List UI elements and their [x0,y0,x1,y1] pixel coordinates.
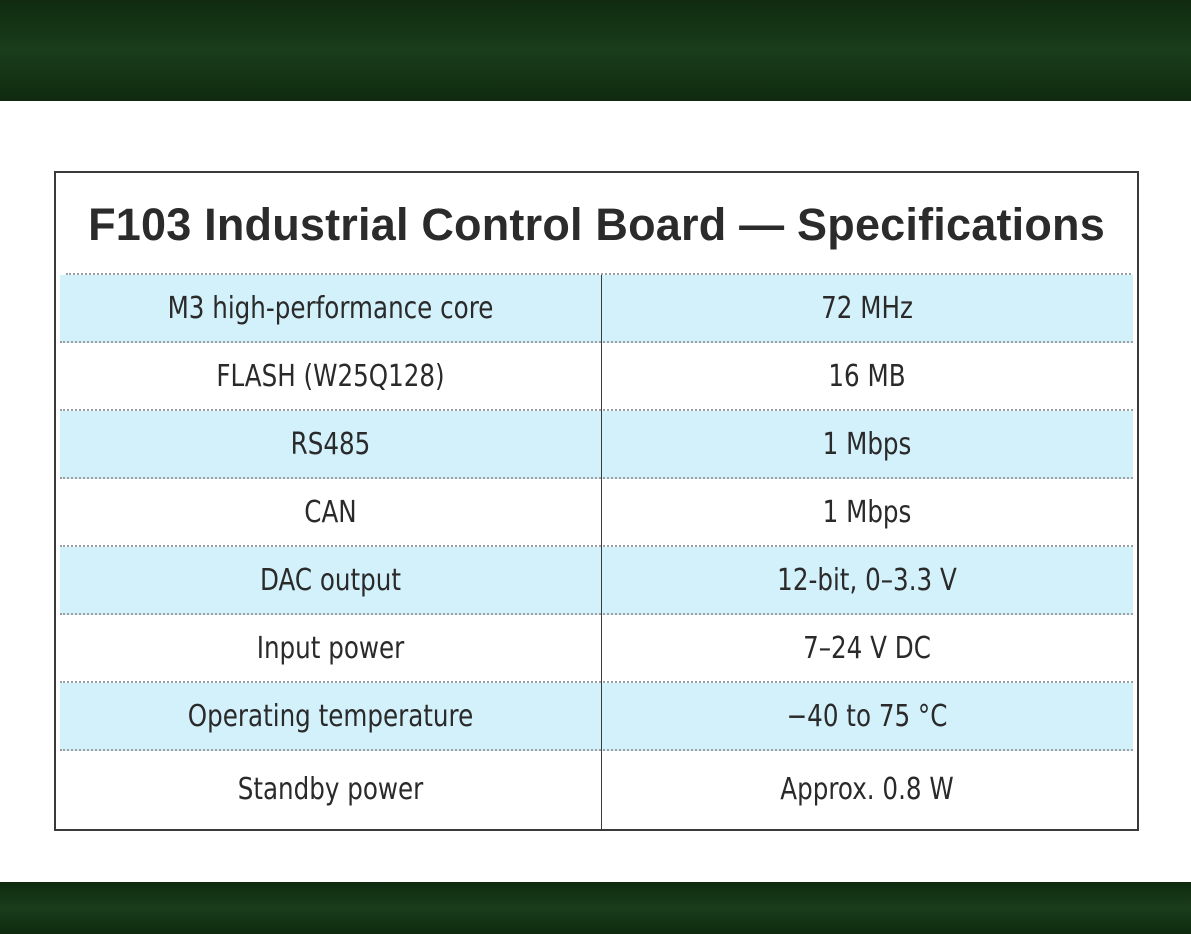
spec-param: CAN [304,494,357,530]
spec-param: Operating temperature [187,698,474,734]
spec-value: 1 Mbps [822,494,912,530]
bottom-band [0,882,1191,934]
column-divider [601,275,602,829]
spec-value: 12-bit, 0–3.3 V [777,562,957,598]
spec-row: Operating temperature −40 to 75 °C [60,683,1133,751]
title-divider [66,273,1131,275]
spec-row: Input power 7–24 V DC [60,615,1133,683]
spec-value: 7–24 V DC [803,630,931,666]
spec-value: 72 MHz [821,290,913,326]
spec-title: F103 Industrial Control Board — Specific… [88,199,1105,250]
spec-value: 16 MB [828,358,906,394]
spec-param: M3 high-performance core [167,290,494,326]
spec-panel: F103 Industrial Control Board — Specific… [54,171,1139,831]
spec-row: Standby power Approx. 0.8 W [60,751,1133,827]
spec-param: Standby power [237,771,424,807]
spec-table: M3 high-performance core 72 MHz FLASH (W… [60,275,1133,827]
spec-param: DAC output [259,562,402,598]
spec-value: Approx. 0.8 W [780,771,954,807]
spec-param: RS485 [290,426,371,462]
spec-row: M3 high-performance core 72 MHz [60,275,1133,343]
top-band [0,0,1191,101]
spec-row: FLASH (W25Q128) 16 MB [60,343,1133,411]
spec-param: Input power [256,630,405,666]
spec-value: 1 Mbps [822,426,912,462]
spec-row: DAC output 12-bit, 0–3.3 V [60,547,1133,615]
spec-row: RS485 1 Mbps [60,411,1133,479]
spec-value: −40 to 75 °C [786,698,948,734]
spec-param: FLASH (W25Q128) [216,358,445,394]
spec-row: CAN 1 Mbps [60,479,1133,547]
